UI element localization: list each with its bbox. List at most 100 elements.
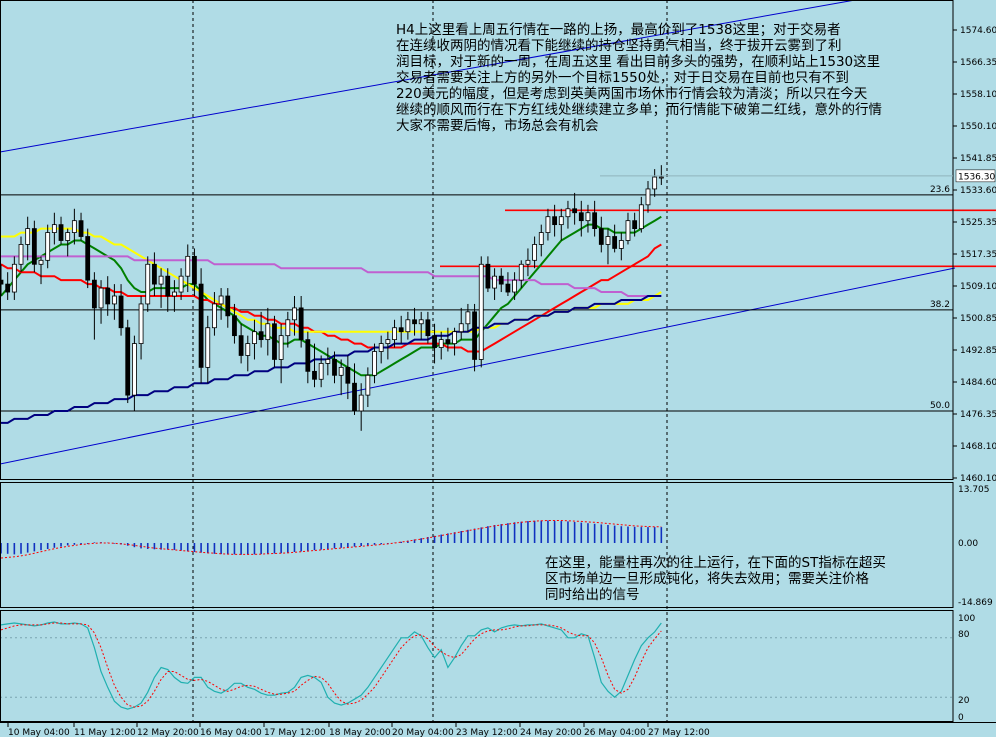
candle-body xyxy=(125,327,131,396)
candle-body xyxy=(578,212,584,222)
candle-69 xyxy=(458,307,464,340)
candle-body xyxy=(212,303,217,329)
candle-3 xyxy=(18,236,24,273)
candle-body xyxy=(258,331,264,341)
stoch-tick-label-3: 0 xyxy=(958,713,964,723)
candle-56 xyxy=(372,343,377,384)
stochastic-panel xyxy=(0,621,953,710)
candle-73 xyxy=(485,256,491,293)
candle-68 xyxy=(452,327,457,356)
macd-tick-label-0: 13.705 xyxy=(958,485,990,495)
candle-body xyxy=(385,339,391,344)
support-resistance-lines xyxy=(440,209,996,268)
candle-6 xyxy=(38,256,44,285)
candle-11 xyxy=(71,208,77,245)
candle-45 xyxy=(298,296,304,348)
moving-average-2 xyxy=(1,227,662,333)
candle-body xyxy=(658,176,664,179)
candle-54 xyxy=(358,383,364,431)
candle-65 xyxy=(432,323,437,364)
candle-28 xyxy=(185,244,191,293)
candle-body xyxy=(25,228,31,245)
candle-16 xyxy=(105,276,111,316)
candle-body xyxy=(625,220,631,241)
candle-body xyxy=(245,343,251,356)
candle-35 xyxy=(232,303,237,344)
fib-label-1: 23.6 xyxy=(930,185,950,195)
candle-87 xyxy=(578,200,584,237)
candle-61 xyxy=(405,311,411,340)
candle-body xyxy=(71,220,77,233)
candle-body xyxy=(38,259,44,265)
candle-32 xyxy=(212,292,217,336)
candle-body xyxy=(552,216,558,226)
candle-body xyxy=(438,339,444,348)
candle-body xyxy=(612,236,618,249)
candle-77 xyxy=(512,272,517,300)
candle-36 xyxy=(238,323,244,364)
candle-body xyxy=(465,311,471,325)
candle-21 xyxy=(138,296,144,360)
candle-body xyxy=(152,263,157,285)
candle-92 xyxy=(612,224,618,253)
candle-body xyxy=(338,366,344,376)
candle-97 xyxy=(645,181,651,213)
price-tick-label-3: 1550.10 xyxy=(960,122,996,132)
price-tick-label-14: 1460.10 xyxy=(960,474,996,484)
candle-body xyxy=(5,283,11,293)
candle-57 xyxy=(378,335,384,364)
candle-body xyxy=(332,359,337,376)
candle-body xyxy=(265,323,271,341)
candlesticks xyxy=(0,165,664,431)
candle-body xyxy=(498,275,504,285)
candle-43 xyxy=(285,311,291,348)
stoch-tick-label-0: 100 xyxy=(958,614,975,624)
candle-31 xyxy=(205,315,211,384)
candle-body xyxy=(298,307,304,341)
price-tick-label-4: 1541.85 xyxy=(960,154,996,164)
candle-5 xyxy=(31,220,37,273)
candle-body xyxy=(565,208,571,218)
candle-body xyxy=(198,283,204,368)
candle-15 xyxy=(98,280,104,324)
candle-body xyxy=(218,295,224,305)
candle-body xyxy=(405,319,411,333)
price-tick-label-13: 1468.10 xyxy=(960,442,996,452)
channel-lower xyxy=(0,267,956,465)
candle-1 xyxy=(5,272,11,300)
macd-panel xyxy=(0,520,663,559)
price-tick-label-1: 1566.35 xyxy=(960,58,996,68)
candle-75 xyxy=(498,268,504,293)
candle-88 xyxy=(585,204,591,233)
candle-2 xyxy=(11,256,17,300)
candle-66 xyxy=(438,331,444,360)
candle-17 xyxy=(111,284,117,320)
stoch-main-line xyxy=(0,621,662,710)
candle-14 xyxy=(91,272,97,340)
candle-body xyxy=(632,220,638,229)
candle-40 xyxy=(265,307,271,356)
candle-body xyxy=(518,263,524,281)
candle-76 xyxy=(505,272,511,297)
candle-72 xyxy=(478,256,484,368)
moving-average-3 xyxy=(1,255,662,297)
candle-body xyxy=(111,295,117,305)
candle-body xyxy=(65,232,71,241)
candle-84 xyxy=(558,208,564,241)
candle-body xyxy=(165,275,171,297)
price-tick-label-8: 1509.10 xyxy=(960,282,996,292)
price-tick-label-7: 1517.35 xyxy=(960,250,996,260)
panel-frame-1 xyxy=(0,482,954,608)
candle-body xyxy=(472,311,477,360)
grid xyxy=(192,0,668,722)
candle-48 xyxy=(318,355,324,388)
candle-12 xyxy=(78,212,84,241)
candle-body xyxy=(138,303,144,344)
candle-38 xyxy=(252,319,257,360)
candle-93 xyxy=(618,232,624,261)
price-tick-label-6: 1525.35 xyxy=(960,218,996,228)
candle-body xyxy=(525,259,531,265)
x-tick-label-2: 12 May 20:00 xyxy=(137,728,199,737)
candle-body xyxy=(131,343,137,396)
